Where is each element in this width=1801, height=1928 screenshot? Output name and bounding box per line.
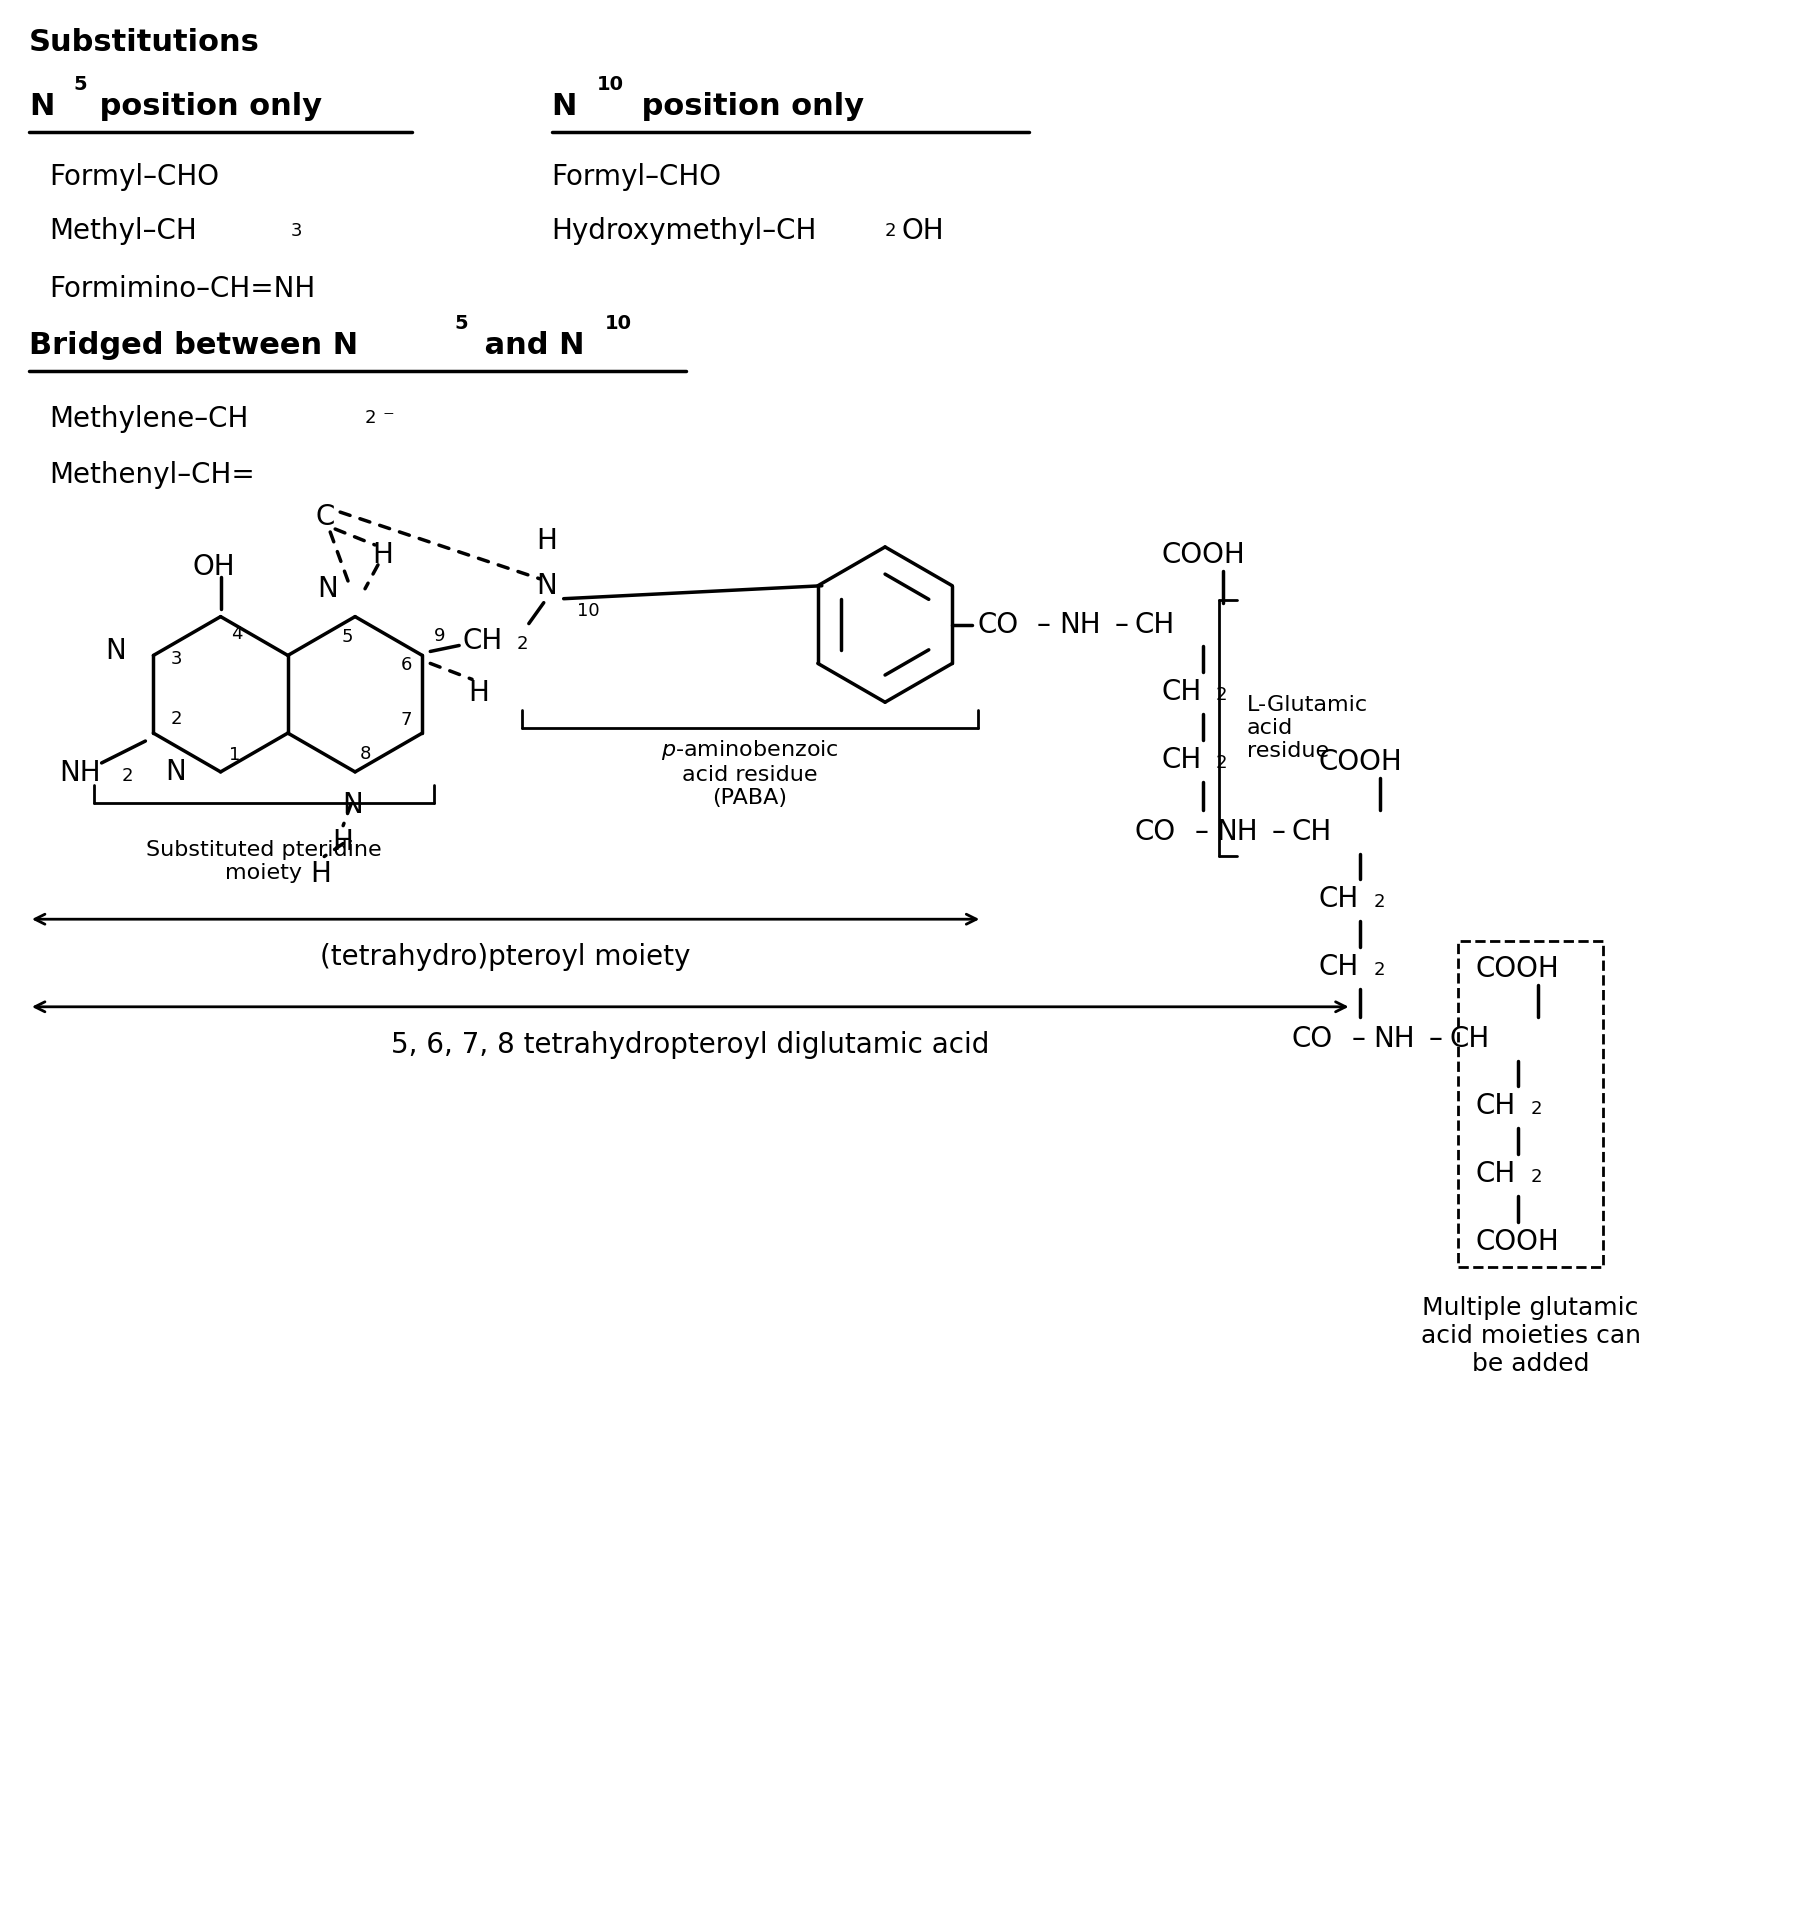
Text: COOH: COOH: [1162, 542, 1244, 569]
Text: N: N: [537, 573, 557, 600]
Text: –: –: [1351, 1024, 1365, 1053]
Text: CH: CH: [1450, 1024, 1489, 1053]
Text: 9: 9: [434, 627, 447, 644]
Text: 2: 2: [121, 767, 133, 785]
Text: $p$-aminobenzoic
acid residue
(PABA): $p$-aminobenzoic acid residue (PABA): [661, 738, 839, 808]
Text: L-Glutamic
acid
residue: L-Glutamic acid residue: [1246, 694, 1369, 762]
Text: CH: CH: [463, 627, 502, 656]
Text: CH: CH: [1135, 611, 1174, 638]
Text: N: N: [29, 93, 54, 121]
Text: 10: 10: [605, 314, 632, 334]
Text: 8: 8: [360, 744, 371, 763]
Text: 3: 3: [290, 222, 303, 241]
Text: 3: 3: [171, 650, 182, 669]
Text: 1: 1: [229, 746, 240, 763]
Text: Formyl–CHO: Formyl–CHO: [551, 162, 722, 191]
Text: H: H: [333, 827, 353, 856]
Text: N: N: [166, 758, 186, 787]
Text: (tetrahydro)pteroyl moiety: (tetrahydro)pteroyl moiety: [321, 943, 692, 972]
Text: CH: CH: [1475, 1093, 1516, 1120]
Text: Formyl–CHO: Formyl–CHO: [49, 162, 220, 191]
Text: 7: 7: [400, 711, 412, 729]
Text: CO: CO: [1291, 1024, 1333, 1053]
Text: Bridged between N: Bridged between N: [29, 332, 358, 361]
Text: 6: 6: [400, 656, 412, 675]
Text: 2: 2: [517, 636, 528, 654]
Text: 5: 5: [74, 75, 88, 94]
Text: 2: 2: [1374, 960, 1385, 979]
Text: OH: OH: [902, 218, 944, 245]
Text: Methyl–CH: Methyl–CH: [49, 218, 196, 245]
Text: 2: 2: [171, 710, 182, 729]
Text: 2: 2: [364, 409, 376, 428]
Text: COOH: COOH: [1475, 1228, 1560, 1255]
Text: –: –: [1428, 1024, 1443, 1053]
Text: position only: position only: [88, 93, 322, 121]
Text: H: H: [468, 679, 490, 708]
Text: CO: CO: [978, 611, 1018, 638]
Text: –: –: [1115, 611, 1129, 638]
Text: 2: 2: [884, 222, 897, 241]
Text: 2: 2: [1531, 1168, 1542, 1186]
Text: H: H: [537, 526, 557, 555]
Text: COOH: COOH: [1475, 954, 1560, 983]
Text: OH: OH: [193, 553, 236, 580]
Text: 10: 10: [596, 75, 623, 94]
Text: 2: 2: [1216, 754, 1228, 771]
Text: N: N: [104, 638, 126, 665]
Bar: [1459, 941, 1603, 1267]
Text: H: H: [373, 542, 393, 569]
Text: 5, 6, 7, 8 tetrahydropteroyl diglutamic acid: 5, 6, 7, 8 tetrahydropteroyl diglutamic …: [391, 1031, 989, 1058]
Text: 5: 5: [454, 314, 468, 334]
Text: –: –: [1272, 817, 1286, 846]
Text: CO: CO: [1135, 817, 1176, 846]
Text: position only: position only: [632, 93, 864, 121]
Text: 2: 2: [1374, 893, 1385, 912]
Text: N: N: [551, 93, 576, 121]
Text: –: –: [1194, 817, 1208, 846]
Text: NH: NH: [1059, 611, 1100, 638]
Text: CH: CH: [1318, 952, 1360, 981]
Text: Multiple glutamic
acid moieties can
be added: Multiple glutamic acid moieties can be a…: [1421, 1296, 1641, 1377]
Text: COOH: COOH: [1318, 748, 1403, 775]
Text: CH: CH: [1318, 885, 1360, 914]
Text: Methenyl–CH=: Methenyl–CH=: [49, 461, 254, 490]
Text: 2: 2: [1531, 1101, 1542, 1118]
Text: CH: CH: [1475, 1161, 1516, 1188]
Text: Hydroxymethyl–CH: Hydroxymethyl–CH: [551, 218, 818, 245]
Text: 4: 4: [231, 625, 241, 642]
Text: 5: 5: [340, 627, 353, 646]
Text: Substituted pteridine
moiety: Substituted pteridine moiety: [146, 839, 382, 883]
Text: 10: 10: [576, 602, 600, 619]
Text: NH: NH: [1216, 817, 1257, 846]
Text: CH: CH: [1162, 746, 1201, 773]
Text: Formimino–CH=NH: Formimino–CH=NH: [49, 276, 315, 303]
Text: Methylene–CH: Methylene–CH: [49, 405, 249, 432]
Text: ⁻: ⁻: [382, 409, 394, 428]
Text: CH: CH: [1291, 817, 1333, 846]
Text: N: N: [342, 790, 364, 819]
Text: –: –: [1037, 611, 1050, 638]
Text: CH: CH: [1162, 679, 1201, 706]
Text: Substitutions: Substitutions: [29, 27, 259, 56]
Text: N: N: [317, 575, 337, 603]
Text: C: C: [315, 503, 335, 530]
Text: NH: NH: [59, 760, 101, 787]
Text: H: H: [310, 860, 331, 889]
Text: 2: 2: [1216, 686, 1228, 704]
Text: NH: NH: [1374, 1024, 1416, 1053]
Text: and N: and N: [474, 332, 585, 361]
